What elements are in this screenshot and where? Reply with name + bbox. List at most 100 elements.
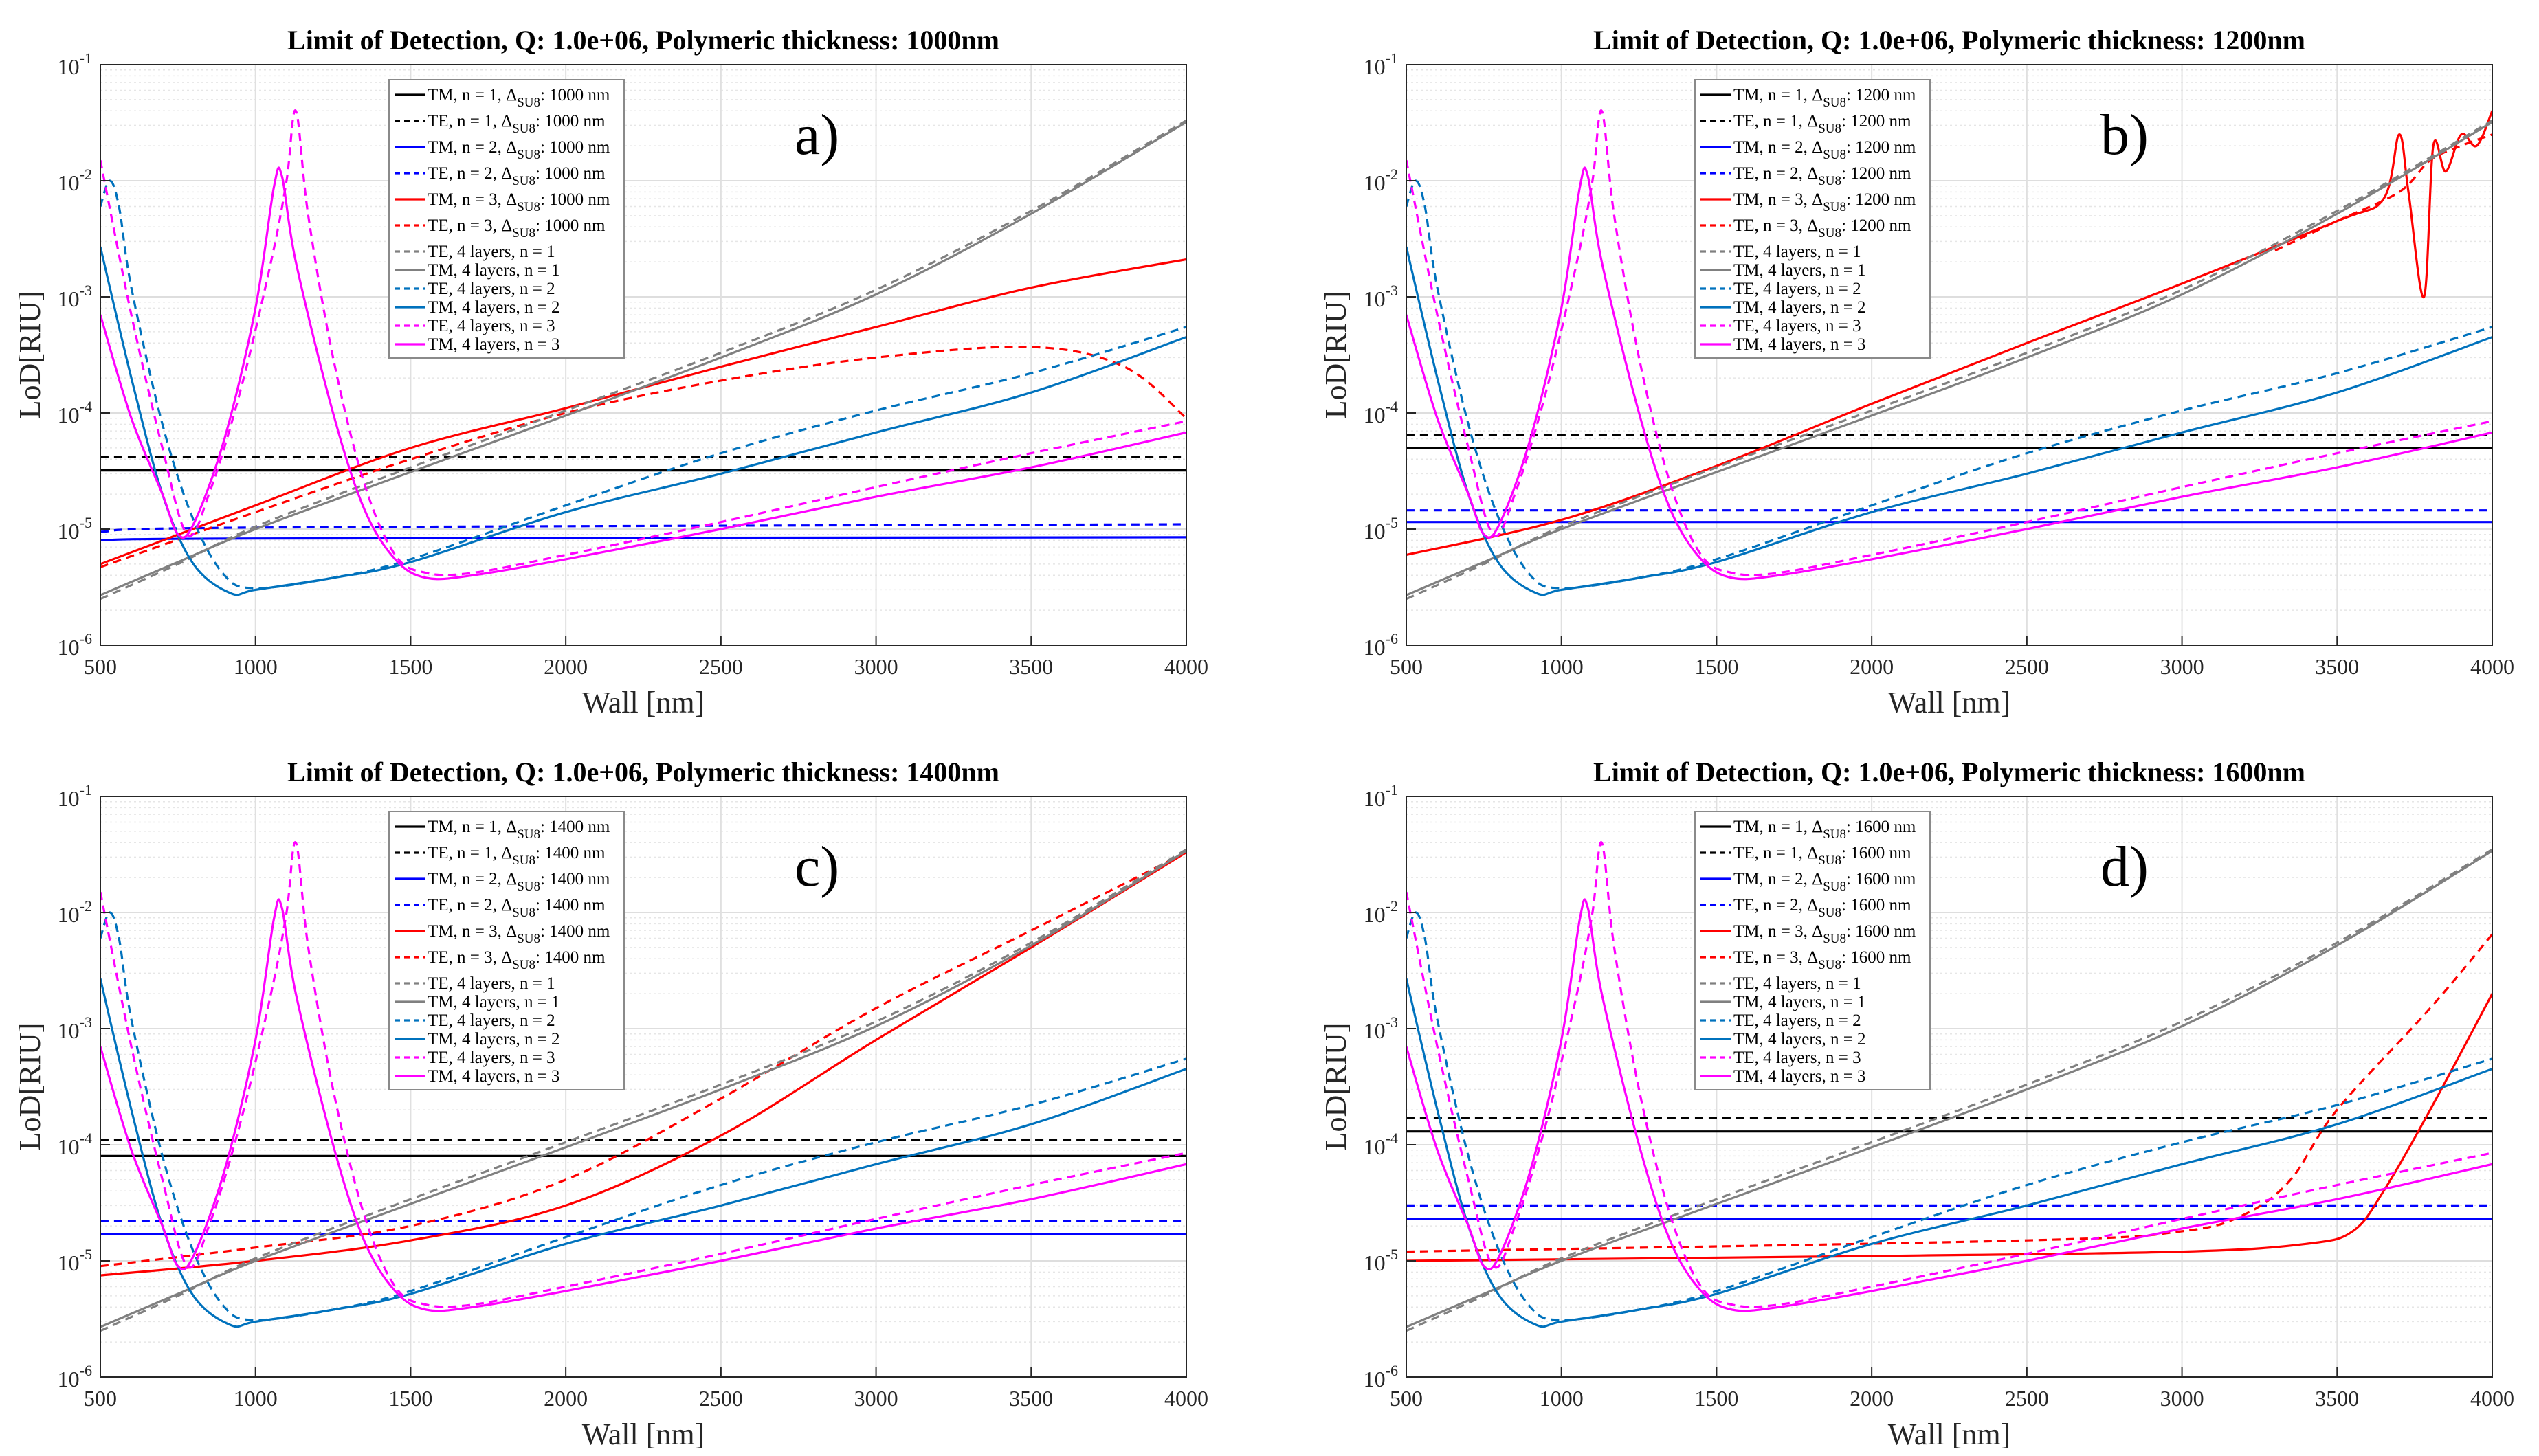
legend-label-text: TE, n = 1, Δ: [428, 112, 512, 131]
legend-label-tail: : 1200 nm: [1846, 138, 1916, 157]
legend-label: TE, n = 3, ΔSU8: 1600 nm: [1733, 948, 1911, 972]
legend-label: TM, n = 3, ΔSU8: 1000 nm: [428, 190, 610, 214]
y-tick-label: 10-4: [1364, 398, 1398, 427]
y-tick-label: 10-5: [1364, 1246, 1398, 1275]
x-tick-label: 3000: [2160, 654, 2204, 679]
legend-label-text: TM, n = 2, Δ: [1733, 870, 1823, 888]
series-line-7: [100, 849, 1186, 1328]
legend-label-text: TM, n = 2, Δ: [1733, 138, 1823, 157]
y-tick-base: 10: [58, 1251, 80, 1275]
legend-label: TM, n = 3, ΔSU8: 1400 nm: [428, 922, 610, 946]
legend-label-text: TM, 4 layers, n = 1: [1733, 993, 1866, 1011]
legend-box: [1694, 79, 1931, 359]
legend-item: TM, 4 layers, n = 3: [395, 1067, 560, 1086]
y-tick-exponent: -5: [80, 514, 92, 531]
plot-area: [1406, 796, 2492, 1377]
x-tick-label: 1500: [388, 654, 432, 679]
legend-label-subscript: SU8: [517, 932, 540, 946]
legend-label-text: TE, n = 1, Δ: [1733, 844, 1818, 862]
legend-label: TE, n = 2, ΔSU8: 1000 nm: [428, 164, 606, 188]
panel-letter: d): [2100, 835, 2149, 899]
legend-item: TE, 4 layers, n = 2: [1700, 280, 1861, 298]
legend-item: TM, n = 2, ΔSU8: 1200 nm: [1700, 138, 1916, 162]
axes-box: [1406, 796, 2493, 1378]
chart-title: Limit of Detection, Q: 1.0e+06, Polymeri…: [1593, 757, 2305, 787]
grid: [1406, 64, 2493, 645]
y-tick-base: 10: [1364, 635, 1386, 660]
legend-item: TE, n = 1, ΔSU8: 1400 nm: [395, 844, 606, 868]
legend-item: TE, n = 2, ΔSU8: 1000 nm: [395, 164, 606, 188]
x-tick-label: 500: [84, 1386, 117, 1411]
legend-label-subscript: SU8: [517, 880, 540, 894]
legend-label-tail: : 1200 nm: [1841, 164, 1911, 183]
legend-label-tail: : 1600 nm: [1841, 844, 1911, 862]
x-tick-label: 3500: [2315, 654, 2359, 679]
y-axis-label: LoD[RIU]: [13, 1023, 47, 1151]
legend-label: TE, n = 3, ΔSU8: 1400 nm: [428, 948, 606, 972]
legend-label: TE, 4 layers, n = 2: [428, 280, 555, 298]
y-tick-base: 10: [58, 287, 80, 311]
legend-label-tail: : 1000 nm: [535, 216, 606, 235]
x-tick-label: 500: [1390, 1386, 1423, 1411]
legend-item: TE, 4 layers, n = 1: [395, 243, 555, 261]
y-tick-label: 10-6: [58, 1362, 92, 1391]
x-tick-label: 3000: [2160, 1386, 2204, 1411]
y-tick-base: 10: [1364, 403, 1386, 427]
legend-label-text: TE, 4 layers, n = 2: [428, 280, 555, 298]
series-line-8: [100, 179, 1186, 590]
legend-label: TM, 4 layers, n = 2: [428, 298, 560, 317]
legend-item: TM, 4 layers, n = 1: [1700, 261, 1866, 280]
x-tick-label: 2000: [1850, 1386, 1894, 1411]
x-tick-label: 2500: [699, 1386, 743, 1411]
y-tick-base: 10: [1364, 1367, 1386, 1391]
y-tick-exponent: -2: [1386, 897, 1398, 915]
series-group: [1406, 109, 2492, 601]
y-tick-label: 10-2: [1364, 897, 1398, 927]
y-tick-exponent: -3: [80, 1013, 92, 1031]
legend-label: TE, n = 2, ΔSU8: 1400 nm: [428, 896, 606, 920]
legend-item: TE, 4 layers, n = 3: [395, 1049, 555, 1067]
legend-label: TM, 4 layers, n = 3: [428, 1067, 560, 1086]
series-line-3: [100, 523, 1186, 533]
y-tick-base: 10: [1364, 1251, 1386, 1275]
legend-box: [388, 811, 625, 1090]
legend-label: TM, n = 2, ΔSU8: 1400 nm: [428, 870, 610, 894]
legend-label-text: TM, 4 layers, n = 2: [1733, 1030, 1866, 1049]
legend-label-text: TM, 4 layers, n = 3: [428, 335, 560, 354]
series-line-6: [100, 120, 1186, 601]
x-tick-label: 3500: [2315, 1386, 2359, 1411]
x-tick-label: 3500: [1009, 1386, 1053, 1411]
legend-label-subscript: SU8: [512, 122, 535, 136]
legend-item: TE, 4 layers, n = 1: [395, 974, 555, 993]
legend-item: TE, n = 1, ΔSU8: 1600 nm: [1700, 844, 1911, 868]
legend-item: TM, n = 3, ΔSU8: 1000 nm: [395, 190, 610, 214]
legend-label: TM, 4 layers, n = 3: [428, 335, 560, 354]
plot-area: [100, 796, 1186, 1377]
y-tick-exponent: -1: [80, 781, 92, 798]
y-tick-label: 10-6: [1364, 1362, 1398, 1391]
legend-item: TM, 4 layers, n = 2: [395, 1030, 560, 1049]
legend-label-text: TE, 4 layers, n = 2: [1733, 280, 1861, 298]
legend-label-tail: : 1600 nm: [1841, 896, 1911, 915]
legend-label: TM, n = 3, ΔSU8: 1200 nm: [1733, 190, 1916, 214]
legend-label-tail: : 1000 nm: [540, 190, 610, 209]
chart-panel-a: 500 1000 1500 2000 2500 3000 3500 400010-610-51…: [13, 25, 1208, 719]
y-tick-label: 10-2: [1364, 166, 1398, 195]
series-line-11: [100, 166, 1186, 581]
legend-item: TE, n = 3, ΔSU8: 1200 nm: [1700, 216, 1911, 240]
y-tick-exponent: -2: [80, 166, 92, 183]
legend-label: TE, 4 layers, n = 1: [1733, 243, 1861, 261]
legend-label-text: TM, 4 layers, n = 3: [428, 1067, 560, 1086]
legend-label: TM, n = 3, ΔSU8: 1600 nm: [1733, 922, 1916, 946]
legend-label-text: TM, n = 1, Δ: [1733, 86, 1823, 104]
legend-label: TE, 4 layers, n = 3: [428, 317, 555, 335]
x-tick-label: 3000: [854, 654, 898, 679]
y-tick-base: 10: [58, 403, 80, 427]
legend-label-tail: : 1200 nm: [1846, 190, 1916, 209]
y-tick-exponent: -4: [1386, 1130, 1398, 1147]
legend-label-tail: : 1000 nm: [535, 112, 606, 131]
x-tick-label: 2500: [699, 654, 743, 679]
x-tick-label: 1000: [234, 1386, 278, 1411]
